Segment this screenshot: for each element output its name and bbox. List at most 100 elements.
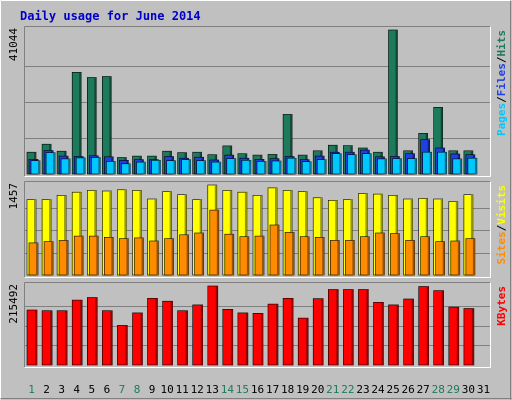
sites-bar-shadow-day-10: [171, 238, 174, 275]
pages-bar-shadow-day-1: [38, 160, 40, 174]
pages-bar-shadow-day-25: [399, 158, 402, 174]
sites-bar-shadow-day-15: [246, 236, 249, 275]
x-label-day-31: 31: [477, 383, 490, 396]
x-label-day-8: 8: [134, 383, 141, 396]
sites-bar-shadow-day-27: [427, 236, 430, 275]
kbytes-bar-shadow-day-9: [155, 298, 158, 365]
legend-separator: /: [495, 96, 508, 103]
kbytes-bar-shadow-day-22: [351, 289, 354, 365]
sites-bar-shadow-day-6: [111, 237, 114, 275]
pages-bar-shadow-day-2: [53, 152, 56, 174]
legend-kbytes: KBytes: [495, 286, 508, 326]
visits-bar-shadow-day-9: [154, 199, 157, 275]
hits-bar-shadow-day-4: [79, 72, 82, 174]
legend-item-pages: Pages: [495, 103, 508, 136]
kbytes-bar-shadow-day-3: [65, 310, 68, 365]
sites-bar-shadow-day-7: [126, 238, 129, 275]
x-label-day-14: 14: [221, 383, 235, 396]
sites-bar-shadow-day-12: [201, 233, 204, 275]
visits-bar-shadow-day-2: [49, 199, 52, 275]
x-label-day-19: 19: [296, 383, 309, 396]
legend-visits: Sites/Visits: [495, 185, 508, 265]
visits-bar-shadow-day-26: [410, 199, 413, 275]
pages-bar-shadow-day-7: [128, 163, 131, 174]
visits-bar-shadow-day-10: [169, 191, 172, 275]
pages-bar-shadow-day-10: [173, 160, 176, 174]
visits-bar-shadow-day-29: [455, 201, 458, 275]
sites-bar-shadow-day-5: [96, 236, 99, 275]
x-label-day-6: 6: [104, 383, 111, 396]
visits-bar-shadow-day-22: [350, 199, 353, 275]
visits-bar-shadow-day-4: [79, 192, 82, 275]
kbytes-bar-shadow-day-13: [215, 286, 218, 365]
pages-bar-shadow-day-3: [68, 158, 71, 174]
sites-bar-shadow-day-17: [277, 225, 279, 275]
chart-title: Daily usage for June 2014: [20, 9, 201, 23]
pages-bar-shadow-day-27: [429, 152, 432, 174]
kbytes-bar-shadow-day-25: [396, 304, 399, 365]
kbytes-bar-shadow-day-8: [140, 312, 143, 365]
panel-visits: 1457 Sites/Visits: [7, 181, 508, 278]
x-label-day-29: 29: [447, 383, 460, 396]
x-label-day-7: 7: [119, 383, 126, 396]
sites-bar-shadow-day-18: [292, 232, 295, 275]
x-label-day-9: 9: [149, 383, 156, 396]
pages-bar-shadow-day-23: [369, 153, 372, 174]
visits-bar-shadow-day-8: [139, 190, 142, 275]
sites-bar-shadow-day-30: [472, 238, 475, 275]
kbytes-bar-shadow-day-28: [441, 290, 444, 365]
kbytes-bar-shadow-day-18: [291, 298, 294, 365]
sites-bar-shadow-day-3: [66, 240, 69, 275]
legend-item-kbytes: KBytes: [495, 286, 508, 326]
kbytes-bar-shadow-day-4: [80, 300, 83, 365]
visits-bar-shadow-day-16: [260, 195, 262, 275]
sites-bar-shadow-day-16: [262, 236, 264, 275]
sites-bar-shadow-day-21: [337, 240, 340, 275]
visits-bar-shadow-day-19: [305, 191, 308, 275]
sites-bar-shadow-day-28: [442, 241, 445, 275]
pages-bar-shadow-day-17: [279, 161, 281, 174]
pages-bar-shadow-day-8: [143, 162, 146, 174]
x-axis-day-labels: 1 2 3 4 5 6 7 8 9 10 11 12 13 14 15 16 17 18 19 20 21 22 23 24 2…: [28, 383, 490, 396]
sites-bar-shadow-day-9: [156, 241, 159, 275]
sites-bar-shadow-day-24: [382, 233, 385, 275]
sites-bar-shadow-day-4: [81, 236, 84, 275]
pages-bar-shadow-day-5: [98, 157, 101, 174]
kbytes-bar-shadow-day-12: [200, 304, 203, 365]
x-label-day-17: 17: [266, 383, 279, 396]
kbytes-bar-shadow-day-5: [95, 297, 98, 365]
x-label-day-5: 5: [88, 383, 95, 396]
kbytes-bar-shadow-day-30: [471, 308, 474, 365]
kbytes-bar-shadow-day-17: [276, 304, 278, 365]
x-label-day-27: 27: [417, 383, 430, 396]
x-label-day-20: 20: [311, 383, 324, 396]
panel-kbytes: 215492 KBytes: [7, 282, 508, 368]
visits-bar-shadow-day-15: [244, 192, 247, 275]
visits-bar-shadow-day-6: [109, 191, 112, 275]
kbytes-bar-shadow-day-2: [50, 310, 53, 365]
kbytes-bar-shadow-day-24: [381, 302, 384, 365]
pages-bar-shadow-day-26: [414, 158, 417, 174]
pages-bar-shadow-day-18: [294, 158, 297, 174]
hits-bar-shadow-day-6: [109, 76, 112, 174]
kbytes-bar-shadow-day-16: [261, 313, 263, 365]
kbytes-bar-shadow-day-27: [426, 286, 429, 365]
visits-bar-shadow-day-5: [94, 190, 97, 275]
x-label-day-16: 16: [251, 383, 264, 396]
kbytes-bar-shadow-day-21: [336, 289, 339, 365]
sites-bar-shadow-day-14: [231, 234, 234, 275]
x-label-day-18: 18: [281, 383, 294, 396]
hits-bar-shadow-day-5: [94, 77, 97, 174]
pages-bar-shadow-day-9: [158, 160, 161, 174]
hits-bar-shadow-day-18: [290, 114, 293, 174]
kbytes-bar-shadow-day-20: [321, 298, 324, 365]
pages-bar-shadow-day-13: [218, 162, 221, 174]
legend-item-hits: Hits: [495, 30, 508, 57]
legend-separator: /: [495, 224, 508, 231]
hits-bar-shadow-day-25: [395, 30, 398, 174]
legend-separator: /: [495, 56, 508, 63]
pages-bar-shadow-day-4: [83, 157, 86, 174]
x-label-day-23: 23: [356, 383, 369, 396]
